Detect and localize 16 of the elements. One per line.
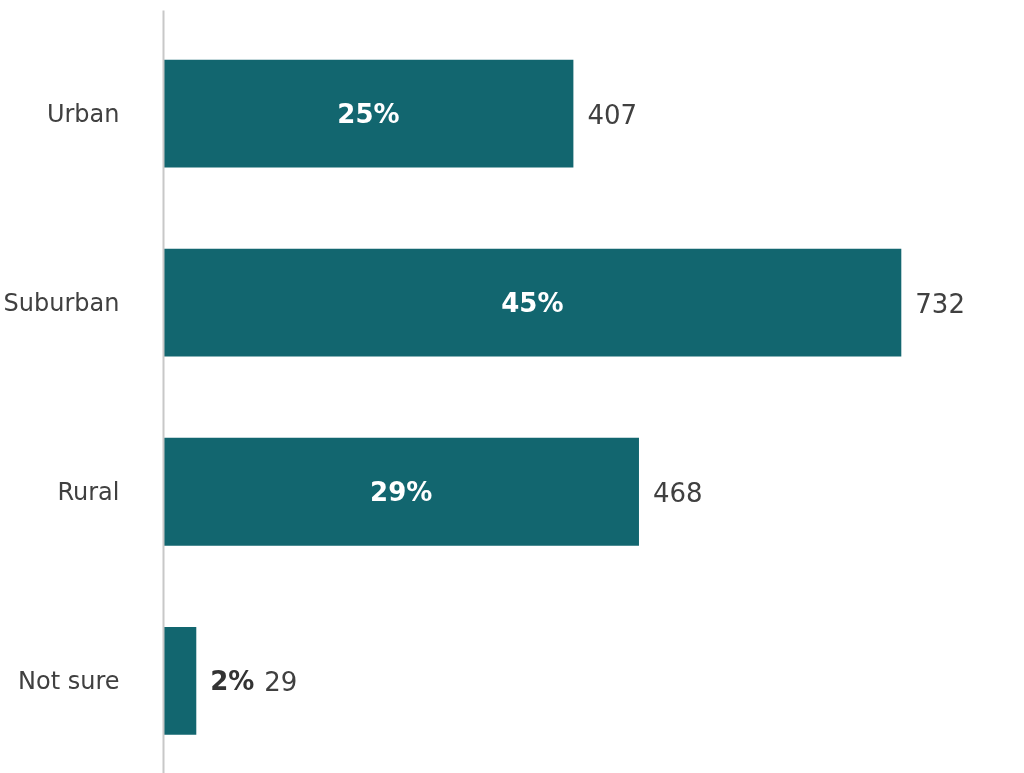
annotation: 29 — [264, 666, 298, 697]
data-label: 2% — [210, 665, 255, 696]
annotation: 732 — [915, 288, 965, 319]
y-tick-label: Not sure — [18, 666, 120, 695]
y-tick-label: Rural — [57, 477, 120, 506]
y-tick-label: Suburban — [3, 288, 120, 317]
bar — [163, 626, 197, 735]
data-label: 45% — [501, 287, 564, 318]
data-label: 25% — [337, 98, 400, 129]
annotation: 407 — [587, 99, 638, 130]
bar — [163, 59, 574, 168]
y-tick-label: Urban — [46, 99, 120, 128]
bar — [163, 437, 639, 546]
data-label: 29% — [370, 476, 433, 507]
bar — [163, 248, 902, 357]
annotation: 468 — [652, 477, 703, 508]
